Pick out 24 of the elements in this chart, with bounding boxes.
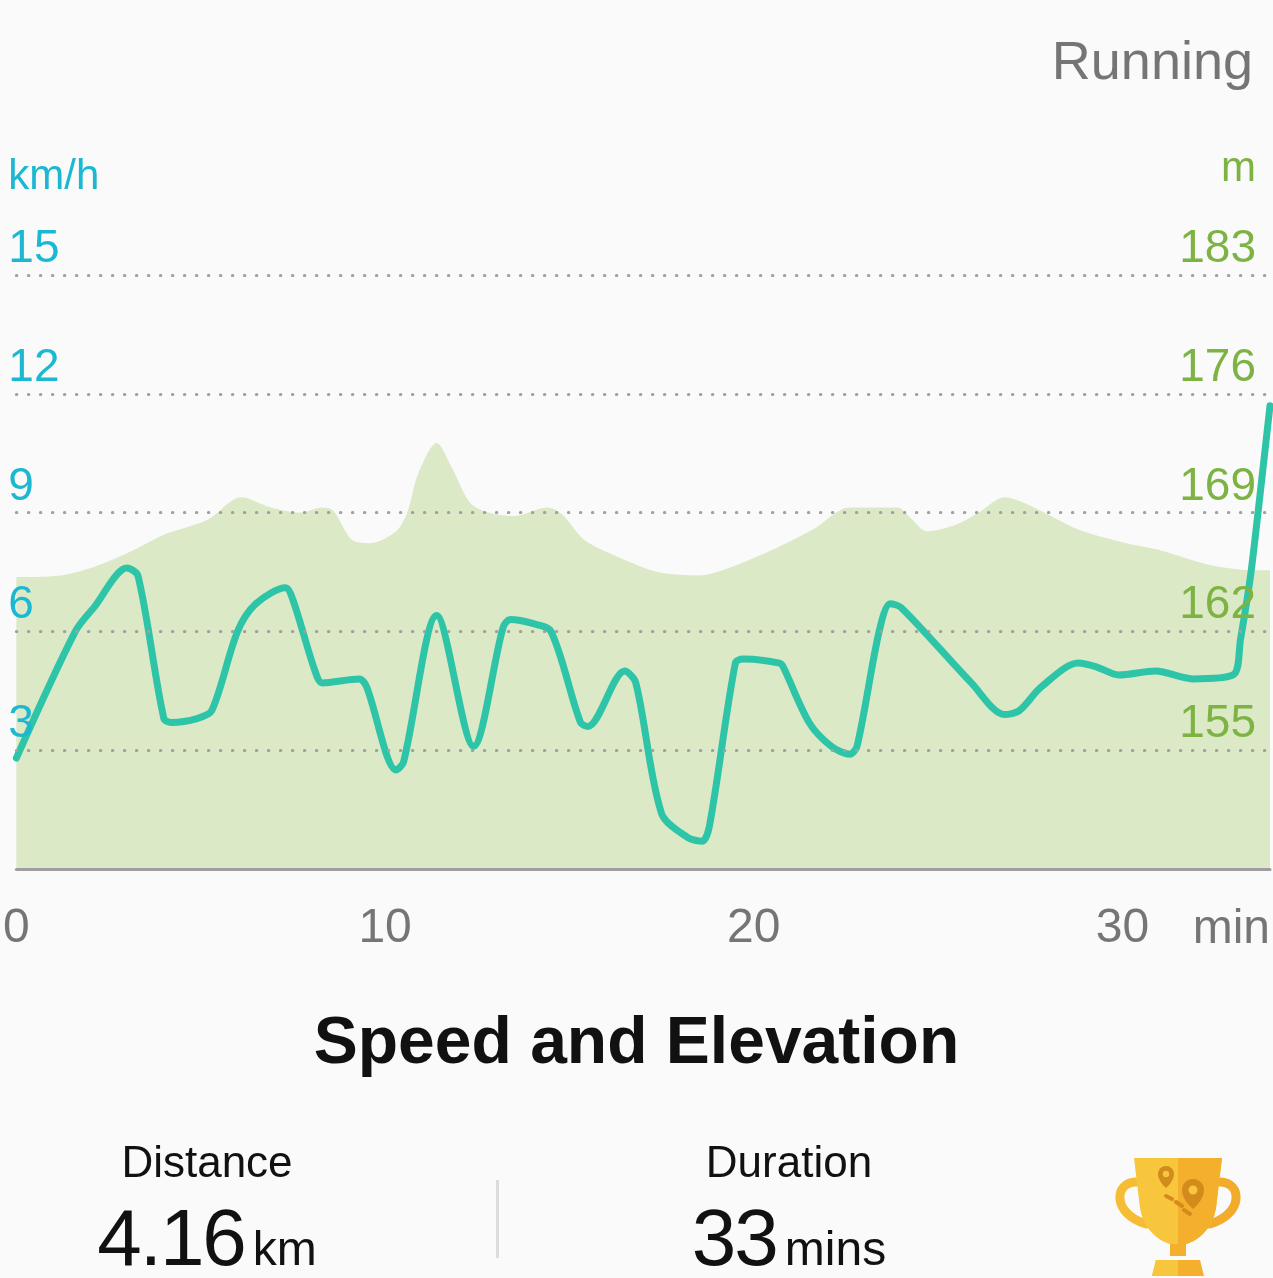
x-tick-label: 20 (727, 898, 781, 952)
text: Running (1051, 30, 1253, 90)
x-tick-label: 30 (1095, 898, 1150, 952)
y-tick-label: 6 (8, 576, 34, 629)
y2-tick-label: 155 (1179, 695, 1256, 748)
y2-tick-label: 176 (1179, 338, 1256, 391)
text: Speed and Elevation (313, 1003, 960, 1077)
y-tick-label: 3 (8, 695, 34, 748)
y2-axis-title: m (1221, 142, 1256, 190)
text: km (252, 1222, 317, 1275)
text: Distance (120, 1137, 294, 1186)
x-tick-label: 0 (3, 898, 30, 952)
text: Duration (704, 1137, 874, 1186)
y2-tick-label: 169 (1179, 457, 1256, 510)
y-tick-label: 9 (8, 457, 34, 510)
text: 33 (691, 1193, 777, 1278)
x-tick-label: 10 (358, 898, 412, 952)
y-tick-label: 15 (8, 220, 60, 272)
y-tick-label: 12 (8, 338, 60, 391)
y2-tick-label: 183 (1179, 220, 1256, 272)
y-axis-title: km/h (8, 150, 100, 198)
x-axis-title: min (1192, 899, 1270, 953)
text: mins (784, 1222, 887, 1275)
text: 4.16 (97, 1193, 245, 1278)
